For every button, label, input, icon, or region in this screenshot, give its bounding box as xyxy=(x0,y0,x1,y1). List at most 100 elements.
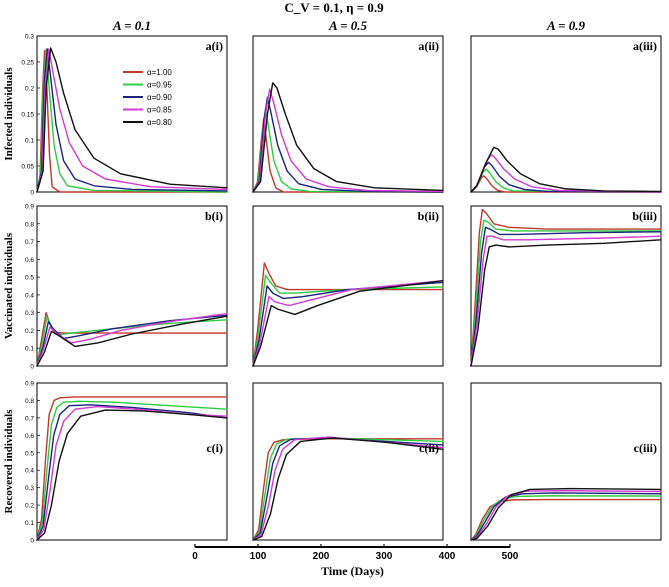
legend-entry: α=0.90 xyxy=(147,93,172,102)
panel-a(ii): a(ii) xyxy=(252,35,444,193)
panel-label: c(i) xyxy=(206,441,223,455)
x-tick-label: 0 xyxy=(192,551,198,562)
x-tick-label: 200 xyxy=(313,551,330,562)
column-title: A = 0.9 xyxy=(546,18,586,33)
y-tick-label: 0.6 xyxy=(25,257,34,264)
series-line xyxy=(470,239,662,367)
series-line xyxy=(36,409,228,541)
series-line xyxy=(36,405,228,541)
legend-entry: α=0.95 xyxy=(147,81,172,90)
x-axis: 0 100 200 300 400 500 Time (Days) xyxy=(192,544,519,578)
series-line xyxy=(470,492,662,541)
y-tick-label: 0.8 xyxy=(25,398,34,405)
series-line xyxy=(252,108,444,193)
series-line xyxy=(470,226,662,367)
panel-b(ii): b(ii) xyxy=(252,205,444,367)
y-tick-label: 0.3 xyxy=(25,34,34,41)
plot-grid: A = 0.1 A = 0.5 A = 0.9 Infected individual… xyxy=(3,18,662,578)
series-line xyxy=(470,146,662,193)
series-line xyxy=(470,487,662,541)
panel-c(ii): c(ii) xyxy=(252,382,444,541)
panel-label: b(iii) xyxy=(632,209,657,223)
panel-label: b(ii) xyxy=(418,209,439,223)
y-tick-label: 0.1 xyxy=(25,346,34,353)
series-line xyxy=(252,279,444,367)
series-line xyxy=(36,404,228,541)
panel-frame xyxy=(470,205,662,367)
series-line xyxy=(252,88,444,193)
panel-label: a(iii) xyxy=(633,39,657,53)
y-tick-label: 0.4 xyxy=(25,468,34,475)
x-tick-label: 100 xyxy=(250,551,267,562)
y-tick-label: 0.5 xyxy=(25,450,34,457)
series-line xyxy=(470,153,662,193)
series-line xyxy=(36,316,228,367)
y-tick-label: 0.15 xyxy=(21,112,34,119)
column-title: A = 0.1 xyxy=(112,18,151,33)
y-tick-label: 0.4 xyxy=(25,292,34,299)
series-line xyxy=(36,400,228,541)
panel-label: a(i) xyxy=(206,39,223,53)
panel-frame xyxy=(36,205,228,367)
series-line xyxy=(36,312,228,367)
series-line xyxy=(252,96,444,193)
series-line xyxy=(252,279,444,367)
series-line xyxy=(36,315,228,367)
series-line xyxy=(470,495,662,541)
x-axis-label: Time (Days) xyxy=(321,564,384,578)
series-line xyxy=(252,262,444,367)
x-tick-label: 500 xyxy=(502,551,519,562)
x-tick-label: 300 xyxy=(376,551,393,562)
panel-b(i): 0 0.1 0.2 0.3 0.4 0.5 0.6 0.7 0.8 0.9 b(i) xyxy=(25,204,228,371)
y-tick-label: 0.3 xyxy=(25,310,34,317)
y-tick-label: 0.9 xyxy=(25,204,34,211)
panel-frame xyxy=(252,35,444,193)
y-tick-label: 0.2 xyxy=(25,86,34,93)
panel-label: b(i) xyxy=(205,209,223,223)
y-tick-label: 0.7 xyxy=(25,415,34,422)
panel-a(iii): a(iii) xyxy=(470,35,662,193)
panel-frame xyxy=(252,205,444,367)
series-line xyxy=(470,161,662,193)
y-tick-label: 0.5 xyxy=(25,275,34,282)
series-line xyxy=(252,118,444,193)
series-line xyxy=(470,235,662,367)
y-tick-label: 0.2 xyxy=(25,328,34,335)
y-tick-label: 0.3 xyxy=(25,485,34,492)
y-tick-label: 0.1 xyxy=(25,520,34,527)
panel-label: a(ii) xyxy=(418,39,439,53)
series-line xyxy=(252,436,444,541)
y-axis-label: Recovered individuals xyxy=(3,409,15,514)
column-title: A = 0.5 xyxy=(328,18,368,33)
series-line xyxy=(36,48,228,193)
panel-label: c(ii) xyxy=(419,441,439,455)
panel-frame xyxy=(252,382,444,541)
y-tick-label: 0.2 xyxy=(25,503,34,510)
series-line xyxy=(36,47,228,193)
y-tick-label: 0 xyxy=(30,190,34,197)
panel-b(iii): b(iii) xyxy=(470,205,662,367)
y-tick-label: 0 xyxy=(30,364,34,371)
panel-frame xyxy=(470,35,662,193)
y-axis-label: Infected individuals xyxy=(3,67,15,161)
legend-entry: α=0.85 xyxy=(147,106,172,115)
legend-entry: α=1.00 xyxy=(147,68,172,77)
y-tick-label: 0.25 xyxy=(21,60,34,67)
series-line xyxy=(252,82,444,193)
y-tick-label: 0.7 xyxy=(25,239,34,246)
panel-label: c(iii) xyxy=(634,441,657,455)
legend-entry: α=0.80 xyxy=(147,118,172,127)
panel-frame xyxy=(36,382,228,541)
series-line xyxy=(36,396,228,541)
y-tick-label: 0.6 xyxy=(25,433,34,440)
series-line xyxy=(252,437,444,541)
figure-title: C_V = 0.1, η = 0.9 xyxy=(284,0,384,15)
panel-c(iii): c(iii) xyxy=(470,382,662,541)
y-tick-label: 0 xyxy=(30,538,34,545)
y-tick-label: 0.1 xyxy=(25,138,34,145)
panel-a(i): 0 0.05 0.1 0.15 0.2 0.25 0.3 a(i) α=1.00 α=0.95 α=… xyxy=(21,34,228,197)
series-line xyxy=(252,274,444,367)
x-tick-label: 400 xyxy=(439,551,456,562)
series-line xyxy=(36,48,228,193)
